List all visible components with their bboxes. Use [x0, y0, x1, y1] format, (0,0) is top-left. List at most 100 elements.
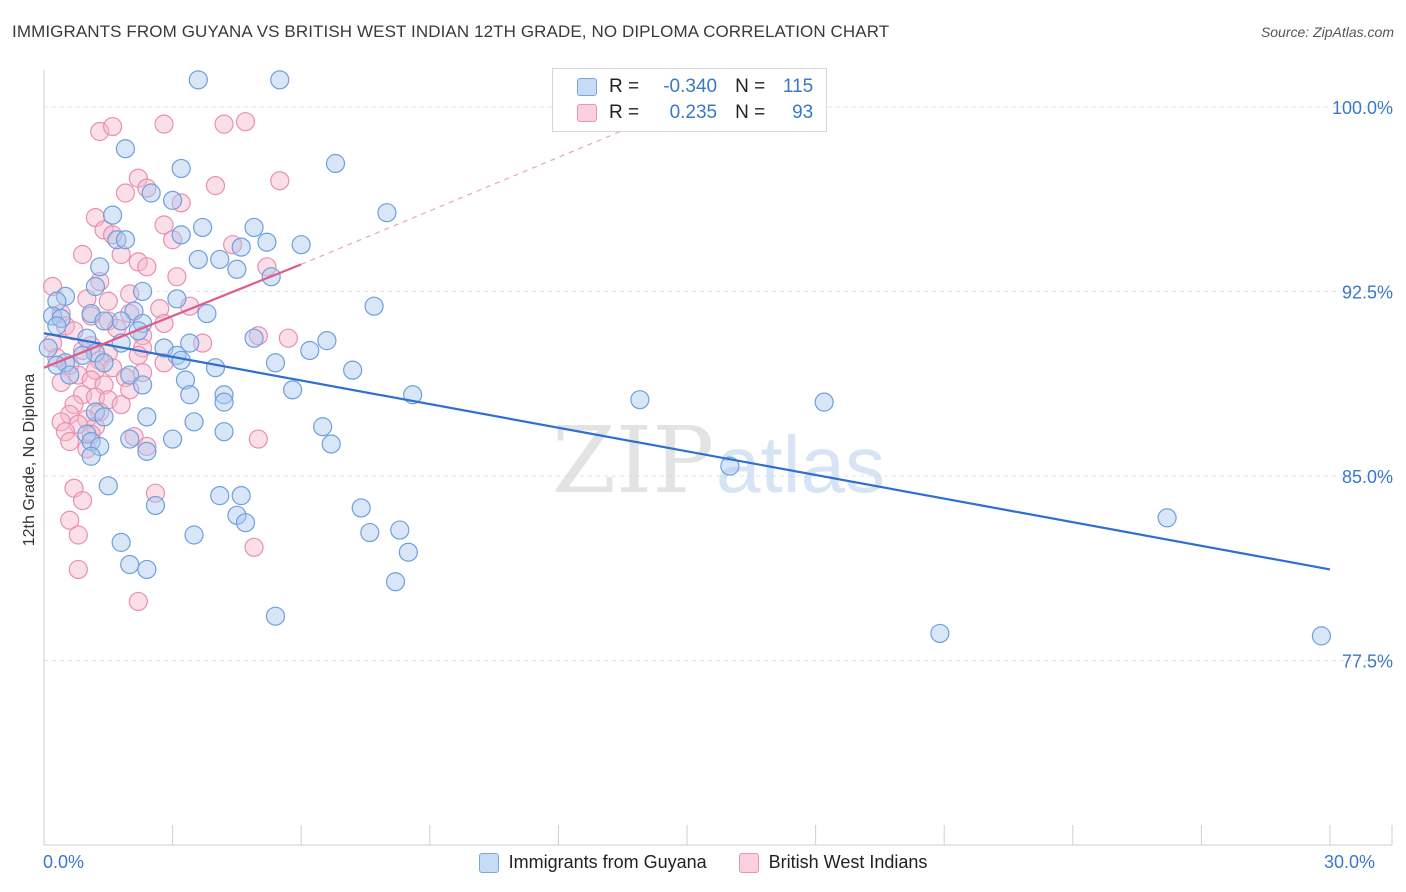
point-bwi: [90, 121, 110, 142]
point-guyana: [265, 606, 286, 626]
point-guyana: [231, 237, 251, 257]
point-guyana: [94, 311, 114, 331]
point-bwi: [137, 257, 157, 277]
point-guyana: [171, 225, 191, 245]
y-tick-labels: 77.5% 85.0% 92.5% 100.0%: [1332, 98, 1393, 672]
point-guyana: [141, 183, 161, 203]
point-guyana: [244, 328, 264, 348]
legend-r-value: -0.340: [663, 76, 718, 97]
point-guyana: [98, 476, 118, 496]
point-guyana: [283, 380, 303, 400]
point-guyana: [325, 153, 346, 174]
point-bwi: [60, 510, 80, 530]
point-guyana: [390, 520, 410, 540]
point-guyana: [180, 333, 200, 353]
point-bwi: [235, 112, 256, 132]
point-guyana: [317, 331, 337, 351]
point-guyana: [398, 542, 418, 562]
point-bwi: [154, 215, 174, 235]
point-bwi: [214, 114, 234, 134]
point-guyana: [145, 495, 166, 516]
point-bwi: [244, 537, 264, 557]
point-bwi: [111, 395, 131, 415]
point-bwi: [278, 328, 298, 348]
point-guyana: [313, 417, 333, 437]
point-bwi: [120, 380, 140, 400]
point-guyana: [321, 434, 341, 454]
point-guyana: [291, 235, 311, 255]
point-guyana: [184, 412, 204, 432]
point-guyana: [175, 370, 196, 390]
point-guyana: [163, 429, 183, 449]
point-bwi: [115, 183, 136, 203]
point-bwi: [167, 267, 187, 287]
point-guyana: [210, 486, 230, 506]
point-guyana: [102, 205, 123, 225]
point-bwi: [137, 436, 157, 457]
point-guyana: [85, 276, 106, 297]
legend-n-label: N =: [735, 76, 766, 97]
series-legend: Immigrants from Guyana British West Indi…: [0, 852, 1406, 873]
point-guyana: [180, 385, 200, 405]
point-guyana: [167, 289, 187, 309]
legend-n-value: 115: [782, 76, 814, 97]
point-guyana: [351, 498, 371, 518]
point-guyana: [930, 623, 950, 644]
point-guyana: [193, 217, 213, 238]
point-guyana: [385, 572, 406, 592]
point-guyana: [111, 311, 131, 331]
y-tick-label: 92.5%: [1342, 282, 1393, 302]
point-guyana: [120, 554, 140, 575]
legend-row-bwi: R = 0.235 N = 93: [577, 102, 813, 124]
legend-label-bwi: British West Indians: [768, 852, 928, 872]
chart-title: IMMIGRANTS FROM GUYANA VS BRITISH WEST I…: [12, 22, 890, 41]
point-guyana: [47, 316, 67, 336]
point-bwi: [60, 431, 80, 452]
y-tick-label: 77.5%: [1342, 651, 1393, 671]
point-guyana: [205, 358, 226, 378]
point-guyana: [364, 296, 384, 316]
point-guyana: [210, 249, 230, 270]
point-guyana: [360, 522, 380, 543]
grid-lines: [44, 106, 1392, 661]
point-bwi: [111, 244, 131, 265]
point-bwi: [270, 171, 290, 191]
point-guyana: [300, 340, 320, 361]
point-bwi: [42, 276, 63, 297]
point-guyana: [244, 217, 264, 238]
legend-swatch-blue: [478, 852, 499, 873]
watermark: ZIP atlas: [552, 407, 885, 514]
x-tick-label-max: 30.0%: [1324, 852, 1376, 872]
y-axis-label: 12th Grade, No Diploma: [21, 373, 38, 547]
point-guyana: [137, 441, 157, 461]
point-bwi: [64, 395, 84, 415]
point-bwi: [72, 244, 93, 265]
point-guyana: [231, 486, 251, 506]
legend-r-value: 0.235: [669, 102, 718, 123]
point-guyana: [132, 281, 153, 302]
legend-label-guyana: Immigrants from Guyana: [508, 852, 707, 872]
point-bwi: [128, 591, 148, 612]
point-guyana: [60, 365, 80, 385]
legend-n-value: 93: [792, 102, 814, 123]
point-guyana: [188, 249, 208, 270]
point-guyana: [235, 513, 256, 533]
legend-swatch-pink: [577, 104, 597, 122]
point-bwi: [102, 116, 123, 137]
point-guyana: [265, 353, 286, 373]
point-guyana: [814, 392, 834, 412]
point-bwi: [68, 525, 88, 545]
point-guyana: [257, 232, 277, 252]
point-guyana: [270, 70, 290, 90]
legend-row-guyana: R = -0.340 N = 115: [577, 76, 813, 98]
point-guyana: [137, 559, 157, 580]
point-guyana: [630, 390, 650, 410]
legend-r-label: R =: [609, 102, 640, 123]
legend-n-label: N =: [735, 102, 766, 123]
point-guyana: [188, 70, 208, 90]
point-guyana: [132, 375, 153, 395]
point-guyana: [38, 338, 58, 358]
point-guyana: [214, 385, 234, 405]
point-guyana: [214, 422, 234, 442]
point-bwi: [205, 176, 226, 196]
